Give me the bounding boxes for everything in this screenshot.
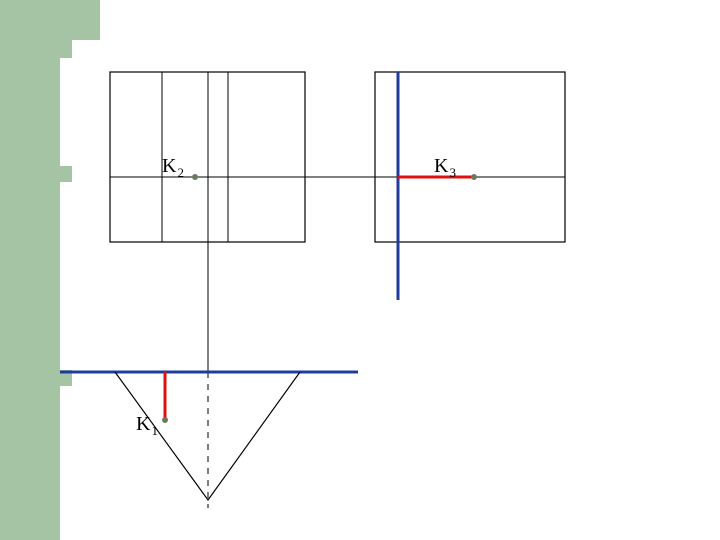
label-k3: K3 [434, 155, 456, 180]
label-k1: K1 [136, 413, 158, 438]
point-k2 [192, 174, 198, 180]
rect-right [375, 72, 565, 242]
label-k2: K2 [162, 155, 184, 180]
point-k1 [162, 417, 168, 423]
point-k3 [471, 174, 477, 180]
diagram-svg: K1 K2 K3 [0, 0, 720, 540]
